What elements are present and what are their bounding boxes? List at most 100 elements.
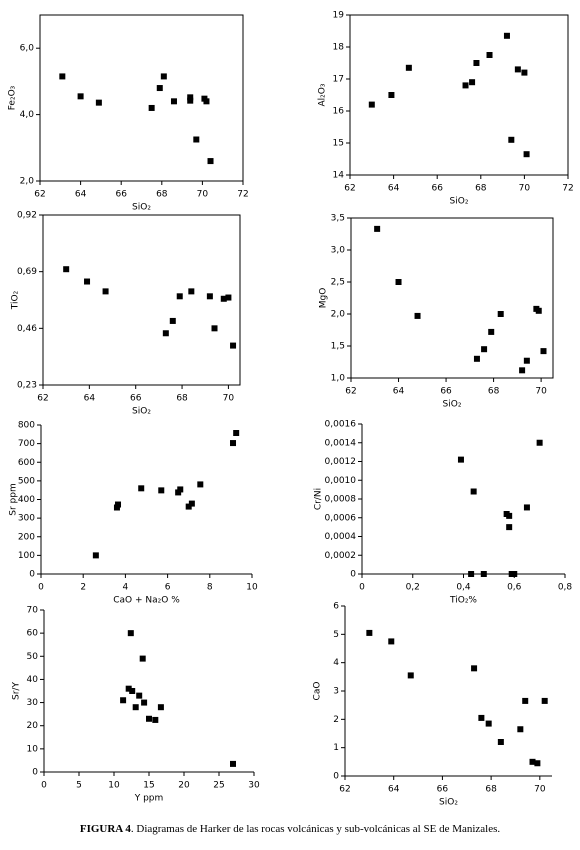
x-tick-label: 68 (485, 785, 497, 795)
x-tick-label: 68 (488, 387, 500, 397)
point (157, 704, 164, 711)
point (156, 85, 163, 92)
y-tick-label: 6,0 (20, 44, 35, 54)
point (529, 758, 536, 765)
point (368, 101, 375, 108)
x-tick-label: 0,2 (406, 583, 420, 593)
y-tick-label: 60 (27, 629, 39, 639)
point (129, 688, 136, 694)
point (230, 760, 236, 767)
point (511, 571, 518, 577)
x-tick-label: 0,4 (456, 583, 471, 593)
y-axis-label: MgO (319, 288, 329, 309)
x-tick-label: 5 (76, 781, 82, 791)
point (141, 699, 148, 706)
point (462, 82, 469, 89)
point (120, 697, 127, 704)
point (470, 488, 477, 495)
point (473, 60, 480, 66)
point (366, 629, 373, 636)
point (535, 307, 542, 314)
y-axis-label: TiO₂ (11, 290, 21, 310)
point (170, 98, 177, 105)
point (125, 685, 132, 692)
x-axis-label: SiO₂ (132, 407, 151, 417)
x-tick-label: 4 (123, 583, 129, 593)
caption-label: FIGURA 4 (80, 823, 132, 835)
plot-frame (350, 217, 554, 379)
x-tick-label: 0 (359, 583, 365, 593)
x-tick-label: 62 (344, 184, 355, 194)
point (77, 93, 84, 100)
point (388, 638, 395, 645)
x-axis-label: SiO₂ (450, 197, 469, 207)
point (523, 151, 530, 158)
x-axis-label: SiO₂ (443, 400, 462, 410)
point (519, 367, 526, 374)
x-axis-label: Y ppm (134, 794, 164, 804)
point (534, 760, 541, 767)
point (152, 716, 159, 723)
x-tick-label: 66 (437, 785, 449, 795)
x-tick-label: 0 (41, 781, 47, 791)
plot-frame (39, 14, 244, 182)
x-tick-label: 6 (165, 583, 171, 593)
x-tick-label: 70 (534, 785, 546, 795)
x-tick-label: 62 (339, 785, 350, 795)
y-tick-label: 40 (27, 675, 39, 685)
y-tick-label: 0,46 (17, 324, 37, 334)
x-tick-label: 2 (80, 583, 86, 593)
x-tick-label: 66 (431, 184, 443, 194)
y-tick-label: 15 (333, 139, 344, 149)
y-axis-label: CaO (313, 682, 323, 701)
point (139, 655, 146, 662)
x-tick-label: 66 (115, 190, 127, 200)
point (146, 715, 152, 722)
y-tick-label: 2,0 (331, 310, 346, 320)
y-tick-label: 10 (27, 744, 39, 754)
y-tick-label: 19 (333, 11, 345, 21)
point (148, 104, 155, 111)
y-tick-label: 200 (18, 532, 35, 542)
point (225, 294, 232, 301)
x-axis-label: SiO₂ (132, 203, 151, 213)
x-tick-label: 70 (535, 387, 547, 397)
point (541, 697, 548, 704)
y-tick-label: 18 (333, 43, 345, 53)
point (92, 552, 99, 559)
y-tick-label: 4,0 (20, 110, 35, 120)
x-axis-label: SiO₂ (439, 798, 458, 808)
y-tick-label: 0 (333, 772, 339, 782)
x-tick-label: 15 (143, 781, 154, 791)
x-tick-label: 68 (156, 190, 168, 200)
point (187, 97, 194, 104)
point (102, 288, 109, 295)
x-tick-label: 0 (38, 583, 44, 593)
point (388, 92, 395, 98)
y-tick-label: 400 (18, 495, 35, 505)
point (407, 672, 414, 679)
point (197, 481, 204, 488)
x-tick-label: 20 (178, 781, 190, 791)
point (233, 430, 240, 437)
y-tick-label: 700 (18, 439, 35, 449)
y-tick-label: 3,5 (331, 214, 345, 224)
point (169, 317, 176, 324)
point (506, 524, 513, 531)
y-axis-label: Al₂O₃ (318, 83, 328, 106)
y-tick-label: 0,69 (17, 267, 37, 277)
point (59, 73, 66, 80)
y-axis-label: Sr ppm (9, 483, 19, 515)
x-tick-label: 70 (519, 184, 531, 194)
point (176, 293, 183, 300)
plot-frame (349, 14, 569, 176)
x-axis-label: TiO₂% (449, 596, 477, 606)
point (158, 487, 165, 494)
x-axis-label: CaO + Na₂O % (113, 596, 180, 606)
x-tick-label: 64 (75, 190, 87, 200)
y-tick-label: 0,0008 (325, 495, 357, 505)
y-tick-label: 1,0 (331, 374, 346, 384)
y-axis-label: Fe₂O₃ (8, 85, 18, 110)
x-tick-label: 62 (37, 394, 48, 404)
x-tick-label: 30 (248, 781, 260, 791)
